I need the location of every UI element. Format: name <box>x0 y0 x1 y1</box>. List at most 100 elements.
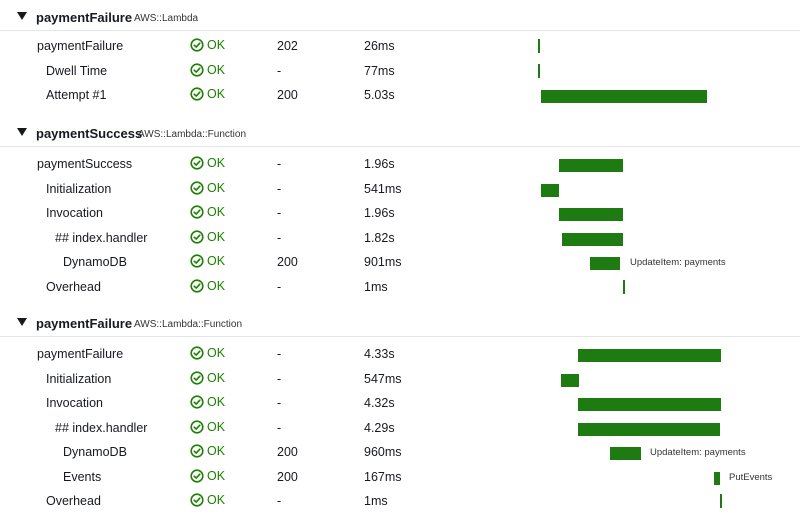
check-circle-icon <box>190 395 207 409</box>
check-circle-icon <box>190 38 207 52</box>
group-type: AWS::Lambda::Function <box>134 319 243 330</box>
check-circle-icon <box>190 278 207 293</box>
status-label: OK <box>207 493 226 507</box>
duration: 1ms <box>364 279 388 294</box>
status-ok: OK <box>190 371 225 385</box>
status-ok: OK <box>190 87 225 101</box>
timeline-bar[interactable] <box>541 183 559 197</box>
check-circle-icon <box>190 156 207 170</box>
status-label: OK <box>207 229 226 244</box>
status-ok: OK <box>190 279 225 293</box>
segment-row[interactable]: Overhead OK - 1ms <box>0 490 800 514</box>
status-label: OK <box>207 278 226 293</box>
bar-annotation: UpdateItem: payments <box>630 257 726 268</box>
segment-row[interactable]: Attempt #1 OK 200 5.03s <box>0 84 800 108</box>
timeline-bar[interactable] <box>561 373 579 387</box>
status-label: OK <box>207 180 226 195</box>
collapse-caret-icon[interactable] <box>17 12 27 20</box>
response-code: 200 <box>277 88 298 102</box>
group-header[interactable]: paymentSuccess AWS::Lambda::Function <box>0 120 800 147</box>
segment-name: DynamoDB <box>63 255 127 269</box>
segment-row[interactable]: ## index.handler OK - 1.82s <box>0 227 800 251</box>
bar-annotation: UpdateItem: payments <box>650 447 746 458</box>
response-code: - <box>277 396 282 410</box>
segment-row[interactable]: paymentFailure OK - 4.33s <box>0 343 800 367</box>
check-circle-icon <box>190 468 207 483</box>
timeline-bar[interactable] <box>578 422 720 436</box>
check-circle-icon <box>190 87 207 101</box>
timeline-bar[interactable] <box>559 159 623 172</box>
check-circle-icon <box>190 229 207 244</box>
timeline-bar[interactable] <box>610 447 641 460</box>
response-code: - <box>277 494 282 508</box>
segment-row[interactable]: paymentSuccess OK - 1.96s <box>0 153 800 177</box>
segment-row[interactable]: DynamoDB OK 200 960ms UpdateItem: payments <box>0 441 800 465</box>
segment-row[interactable]: paymentFailure OK 202 26ms <box>0 35 800 59</box>
timeline-bar[interactable] <box>562 232 623 246</box>
status-label: OK <box>207 156 226 170</box>
duration: 4.32s <box>364 396 395 410</box>
duration: 1.82s <box>364 230 395 245</box>
timeline-bar[interactable] <box>578 398 721 411</box>
response-code: 200 <box>277 445 298 459</box>
collapse-caret-icon[interactable] <box>17 318 27 326</box>
duration: 1.96s <box>364 206 395 220</box>
duration: 901ms <box>364 255 402 269</box>
status-ok: OK <box>190 444 225 458</box>
segment-row[interactable]: DynamoDB OK 200 901ms UpdateItem: payments <box>0 251 800 275</box>
segment-row[interactable]: Events OK 200 167ms PutEvents <box>0 466 800 490</box>
duration: 4.33s <box>364 347 395 361</box>
timeline-bar[interactable] <box>538 63 540 78</box>
segment-name: paymentFailure <box>37 347 124 361</box>
segment-row[interactable]: Overhead OK - 1ms <box>0 276 800 300</box>
segment-name: Initialization <box>46 181 112 196</box>
status-ok: OK <box>190 230 225 244</box>
duration: 960ms <box>364 445 402 459</box>
segment-row[interactable]: Dwell Time OK - 77ms <box>0 60 800 84</box>
segment-name: Initialization <box>46 371 112 386</box>
timeline-bar[interactable] <box>541 90 707 103</box>
response-code: - <box>277 206 282 220</box>
group-header[interactable]: paymentFailure AWS::Lambda::Function <box>0 310 800 337</box>
segment-row[interactable]: Invocation OK - 1.96s <box>0 202 800 226</box>
duration: 541ms <box>364 181 402 196</box>
segment-name: Overhead <box>46 494 101 508</box>
segment-row[interactable]: Initialization OK - 547ms <box>0 368 800 392</box>
duration: 167ms <box>364 469 402 484</box>
status-ok: OK <box>190 38 225 52</box>
duration: 5.03s <box>364 88 395 102</box>
timeline-bar[interactable] <box>559 208 623 221</box>
status-ok: OK <box>190 254 225 268</box>
collapse-caret-icon[interactable] <box>17 128 27 136</box>
timeline-bar[interactable] <box>538 39 540 53</box>
status-label: OK <box>207 444 226 458</box>
status-label: OK <box>207 87 226 101</box>
timeline-bar[interactable] <box>590 257 620 270</box>
segment-row[interactable]: ## index.handler OK - 4.29s <box>0 417 800 441</box>
status-ok: OK <box>190 420 225 434</box>
status-label: OK <box>207 254 226 268</box>
duration: 26ms <box>364 39 395 53</box>
status-ok: OK <box>190 156 225 170</box>
segment-name: Invocation <box>46 206 103 220</box>
segment-row[interactable]: Invocation OK - 4.32s <box>0 392 800 416</box>
segment-name: Overhead <box>46 279 101 294</box>
response-code: 202 <box>277 39 298 53</box>
status-ok: OK <box>190 181 225 195</box>
timeline-bar[interactable] <box>578 349 721 362</box>
check-circle-icon <box>190 254 207 268</box>
timeline-bar[interactable] <box>623 279 625 294</box>
response-code: 200 <box>277 255 298 269</box>
response-code: - <box>277 181 282 196</box>
timeline-bar[interactable] <box>720 494 722 508</box>
status-ok: OK <box>190 63 225 77</box>
timeline-bar[interactable] <box>714 471 720 485</box>
check-circle-icon <box>190 205 207 219</box>
group-type: AWS::Lambda::Function <box>138 129 247 140</box>
duration: 1ms <box>364 494 388 508</box>
group-header[interactable]: paymentFailure AWS::Lambda <box>0 4 800 31</box>
status-label: OK <box>207 419 226 434</box>
check-circle-icon <box>190 493 207 507</box>
segment-row[interactable]: Initialization OK - 541ms <box>0 178 800 202</box>
group-name: paymentFailure <box>36 316 133 331</box>
